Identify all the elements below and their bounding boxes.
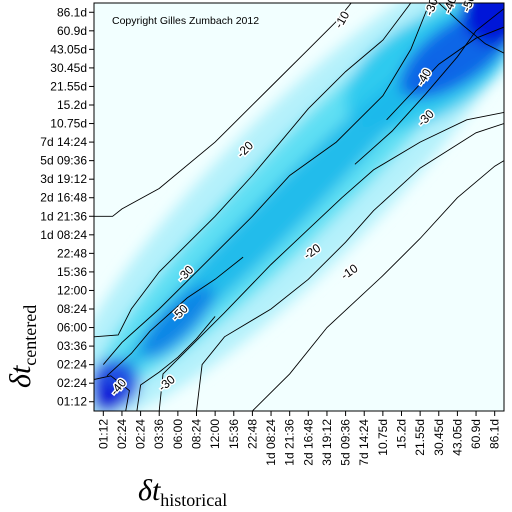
x-tick-label: 08:24 bbox=[190, 419, 204, 449]
contour-line-10 bbox=[386, 26, 504, 121]
x-tick-label: 1d 08:24 bbox=[264, 419, 278, 466]
x-axis-subscript: historical bbox=[160, 490, 227, 510]
x-tick-label: 5d 09:36 bbox=[339, 419, 353, 466]
y-tick-label: 86.1d bbox=[57, 5, 87, 19]
y-tick-label: 15:36 bbox=[57, 265, 87, 279]
y-tick-label: 5d 09:36 bbox=[40, 154, 87, 168]
contour-line-8 bbox=[106, 256, 244, 377]
y-tick-label: 10.75d bbox=[50, 117, 87, 131]
x-tick-label: 3d 19:12 bbox=[320, 419, 334, 466]
x-tick-label: 2d 16:48 bbox=[301, 419, 315, 466]
y-tick-label: 43.05d bbox=[50, 42, 87, 56]
y-tick-label: 7d 14:24 bbox=[40, 135, 87, 149]
x-tick-label: 22:48 bbox=[245, 419, 259, 449]
contour-line-9 bbox=[136, 316, 216, 411]
contour-line-5 bbox=[102, 3, 430, 365]
x-tick-label: 10.75d bbox=[376, 419, 390, 456]
x-axis-ticks: 01:12 02:24 02:24 03:36 06:00 08:24 12:00 15:36… bbox=[96, 411, 502, 466]
heat-peak-lower bbox=[141, 285, 215, 359]
x-tick-label: 30.45d bbox=[432, 419, 446, 456]
x-axis-title: δthistorical bbox=[138, 474, 227, 510]
y-tick-label: 60.9d bbox=[57, 24, 87, 38]
x-tick-label: 1d 21:36 bbox=[283, 419, 297, 466]
x-tick-label: 12:00 bbox=[208, 419, 222, 449]
x-tick-label: 02:24 bbox=[115, 419, 129, 449]
contour-line-3 bbox=[94, 3, 412, 338]
contour-line-1 bbox=[94, 3, 352, 217]
y-tick-label: 22:48 bbox=[57, 246, 87, 260]
y-tick-label: 08:24 bbox=[57, 302, 87, 316]
x-tick-label: 21.55d bbox=[413, 419, 427, 456]
x-tick-label: 15.2d bbox=[395, 419, 409, 449]
y-tick-label: 1d 21:36 bbox=[40, 209, 87, 223]
y-tick-label: 1d 08:24 bbox=[40, 228, 87, 242]
y-tick-label: 02:24 bbox=[57, 376, 87, 390]
y-tick-label: 01:12 bbox=[57, 395, 87, 409]
x-tick-label: 06:00 bbox=[171, 419, 185, 449]
y-tick-label: 12:00 bbox=[57, 283, 87, 297]
contour-line-6 bbox=[158, 111, 504, 411]
contour-line-2 bbox=[252, 160, 504, 411]
x-tick-label: 7d 14:24 bbox=[357, 419, 371, 466]
y-tick-label: 3d 19:12 bbox=[40, 172, 87, 186]
plot-area: -10-30 -40 -50-40-30-20-30-20-10-30-40-50 … bbox=[93, 0, 505, 412]
contour-line-7 bbox=[354, 8, 504, 165]
x-tick-label: 01:12 bbox=[96, 419, 110, 449]
contour-line-11 bbox=[94, 375, 130, 411]
copyright-note: Copyright Gilles Zumbach 2012 bbox=[112, 15, 259, 27]
x-tick-label: 60.9d bbox=[469, 419, 483, 449]
y-tick-label: 21.55d bbox=[50, 79, 87, 93]
y-tick-label: 2d 16:48 bbox=[40, 191, 87, 205]
contour-lines bbox=[94, 3, 504, 411]
y-tick-label: 02:24 bbox=[57, 358, 87, 372]
heat-peak-corner bbox=[461, 3, 504, 46]
plot-frame bbox=[93, 2, 505, 412]
x-tick-label: 02:24 bbox=[134, 419, 148, 449]
x-axis-symbol: δt bbox=[138, 474, 161, 507]
y-tick-label: 03:36 bbox=[57, 339, 87, 353]
y-axis-symbol: δt bbox=[4, 365, 37, 388]
y-tick-label: 06:00 bbox=[57, 321, 87, 335]
x-tick-label: 43.05d bbox=[450, 419, 464, 456]
y-tick-label: 30.45d bbox=[50, 61, 87, 75]
y-tick-label: 15.2d bbox=[57, 98, 87, 112]
x-tick-label: 86.1d bbox=[488, 419, 502, 449]
y-axis-subscript: centered bbox=[20, 305, 40, 366]
y-axis-ticks: 01:12 02:24 02:24 03:36 06:00 08:24 12:00 15:36… bbox=[40, 5, 94, 409]
x-tick-label: 15:36 bbox=[227, 419, 241, 449]
heat-peak-origin-core bbox=[94, 383, 122, 411]
y-axis-title: δtcentered bbox=[4, 305, 40, 388]
x-tick-label: 03:36 bbox=[152, 419, 166, 449]
contour-line-4 bbox=[196, 123, 504, 411]
contour-line-12 bbox=[438, 3, 504, 54]
